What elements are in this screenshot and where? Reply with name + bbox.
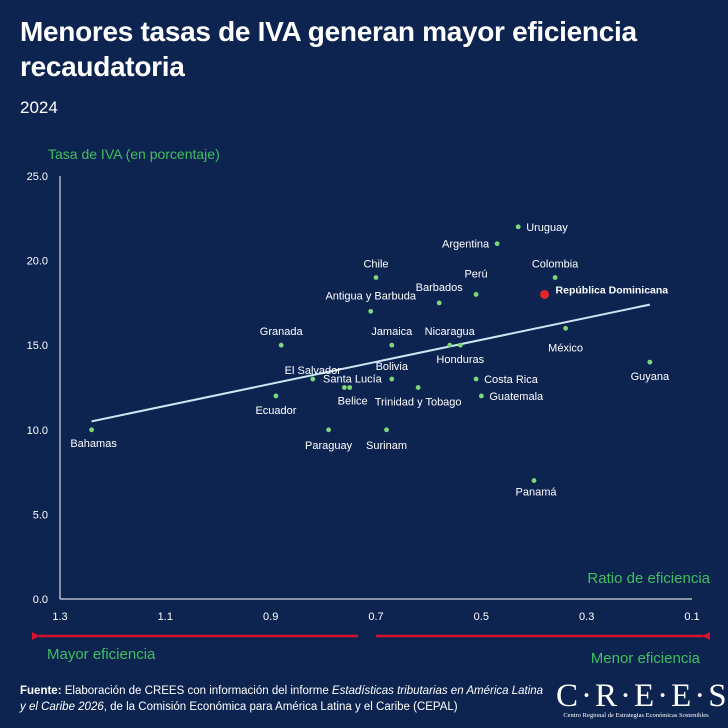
point-bahamas [89,427,94,433]
label-republica-dominicana: República Dominicana [556,284,669,296]
source-label: Fuente: [20,685,62,697]
label-ecuador: Ecuador [255,405,296,417]
point-ecuador [273,393,279,399]
label-honduras: Honduras [436,354,484,366]
label-belice: Belice [338,396,368,408]
logo-subtitle: Centro Regional de Estrategias Económica… [563,712,709,719]
point-antigua-y-barbuda [368,308,374,314]
x-tick-label: 0.3 [579,611,594,623]
point-barbados [436,300,442,306]
point-surinam [384,427,389,433]
point-guyana [647,359,653,365]
label-nicaragua: Nicaragua [425,326,476,338]
x-tick-label: 0.7 [368,611,383,623]
point-colombia [552,275,558,280]
point-trinidad-y-tobago [415,385,421,390]
point-santa-lucia [342,385,347,390]
point-chile [373,275,379,280]
point-costa-rica [473,376,479,382]
y-tick-label: 0.0 [33,594,48,606]
point-republica-dominicana [540,289,550,299]
label-santa-lucia: Santa Lucía [323,374,383,386]
label-guatemala: Guatemala [489,391,544,403]
point-bolivia [389,376,395,382]
point-peru [473,292,479,297]
label-antigua-y-barbuda: Antigua y Barbuda [325,290,416,302]
chart-year: 2024 [20,98,58,117]
label-jamaica: Jamaica [371,326,413,338]
y-axis-label: Tasa de IVA (en porcentaje) [48,146,220,162]
label-chile: Chile [363,259,388,271]
label-trinidad-y-tobago: Trinidad y Tobago [375,397,462,409]
chart-title: Menores tasas de IVA generan mayor efici… [20,16,637,82]
y-tick-label: 5.0 [33,509,48,521]
label-paraguay: Paraguay [305,440,353,452]
y-tick-label: 10.0 [27,425,48,437]
x-tick-label: 1.1 [158,611,173,623]
label-granada: Granada [260,326,304,338]
point-jamaica [389,342,395,348]
trendline [91,303,651,423]
label-panama: Panamá [516,487,558,499]
label-costa-rica: Costa Rica [484,374,539,386]
y-tick-label: 15.0 [27,340,48,352]
x-tick-label: 0.5 [474,611,489,623]
crees-logo: C·R·E·E·S Centro Regional de Estrategias… [556,678,728,719]
logo-wordmark: C·R·E·E·S [556,678,728,714]
point-nicaragua [447,342,453,348]
point-panama [531,478,537,483]
label-argentina: Argentina [442,239,490,251]
point-argentina [494,241,500,247]
label-barbados: Barbados [416,282,464,294]
source-text-2: , de la Comisión Económica para América … [103,701,458,713]
x-tick-label: 1.3 [52,611,67,623]
point-uruguay [515,224,521,230]
source-text-1: Elaboración de CREES con información del… [61,685,332,697]
point-guatemala [478,393,484,399]
point-el-salvador [310,376,316,382]
label-mexico: México [548,342,583,354]
point-granada [278,342,284,348]
label-guyana: Guyana [631,371,670,383]
label-colombia: Colombia [532,259,579,271]
mayor-eficiencia-label: Mayor eficiencia [47,646,156,663]
label-bolivia: Bolivia [376,361,409,373]
menor-eficiencia-label: Menor eficiencia [590,650,700,667]
label-surinam: Surinam [366,440,407,452]
point-paraguay [326,427,331,433]
label-uruguay: Uruguay [526,222,568,234]
label-bahamas: Bahamas [70,438,117,450]
y-tick-label: 20.0 [27,256,48,268]
source-report-title: Estadísticas tributarias en América Lati… [20,685,544,713]
x-axis-label: Ratio de eficiencia [587,570,710,587]
point-mexico [563,325,568,331]
point-belice [347,385,353,390]
point-honduras [457,342,463,348]
y-tick-label: 25.0 [27,171,48,183]
label-el-salvador: El Salvador [285,365,342,377]
x-tick-label: 0.1 [684,611,699,623]
label-peru: Perú [464,268,487,280]
source-note: Fuente: Elaboración de CREES con informa… [20,683,550,715]
x-tick-label: 0.9 [263,611,278,623]
